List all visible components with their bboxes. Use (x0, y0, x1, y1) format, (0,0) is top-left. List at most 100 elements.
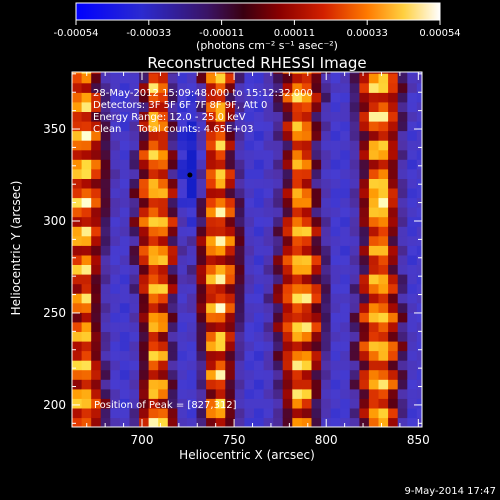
heatmap-cell (244, 264, 255, 275)
heatmap-cell (244, 293, 255, 304)
heatmap-cell (91, 264, 102, 275)
heatmap-cell (273, 226, 284, 237)
heatmap-cell (416, 149, 422, 160)
heatmap-cell (234, 73, 245, 84)
heatmap-cell (340, 111, 351, 122)
heatmap-cell (186, 82, 198, 93)
heatmap-cell (119, 226, 131, 237)
heatmap-cell (388, 417, 399, 427)
heatmap-cell (330, 407, 341, 419)
heatmap-cell (129, 264, 140, 275)
heatmap-cell (72, 369, 83, 380)
heatmap-cell (148, 72, 159, 74)
heatmap-cell (119, 187, 131, 199)
heatmap-cell (292, 417, 303, 427)
heatmap-cell (330, 187, 341, 199)
heatmap-cell (129, 360, 140, 371)
heatmap-cell (273, 398, 284, 409)
heatmap-cell (330, 283, 341, 294)
heatmap-cell (349, 245, 360, 256)
heatmap-cell (225, 331, 236, 342)
heatmap-cell (110, 120, 121, 132)
heatmap-cell (254, 293, 265, 304)
heatmap-cell (139, 302, 150, 313)
heatmap-cell (378, 120, 389, 132)
heatmap-cell (167, 274, 178, 285)
heatmap-cell (167, 111, 178, 122)
heatmap-cell (129, 235, 140, 246)
heatmap-cell (416, 120, 422, 132)
x-axis-label: Heliocentric X (arcsec) (179, 448, 315, 462)
heatmap-cell (321, 331, 332, 342)
heatmap-cell (186, 274, 198, 285)
heatmap-cell (177, 92, 188, 103)
heatmap-cell (177, 379, 188, 390)
heatmap-cell (225, 235, 236, 246)
heatmap-cell (234, 274, 245, 285)
heatmap-cell (100, 331, 111, 342)
heatmap-cell (177, 417, 188, 427)
heatmap-cell (158, 73, 169, 84)
colorbar-tick-label: 0.00011 (274, 28, 315, 39)
heatmap-cell (206, 207, 217, 218)
heatmap-cell (254, 340, 265, 352)
heatmap-cell (388, 350, 399, 361)
x-tick-label: 700 (131, 433, 154, 447)
heatmap-cell (359, 245, 370, 256)
heatmap-cell (186, 73, 198, 84)
heatmap-cell (110, 417, 121, 427)
heatmap-cell (72, 207, 83, 218)
heatmap-cell (359, 216, 370, 227)
heatmap-cell (292, 407, 303, 419)
heatmap-cell (321, 101, 332, 112)
heatmap-cell (292, 73, 303, 84)
heatmap-cell (378, 264, 389, 275)
heatmap-cell (340, 302, 351, 313)
heatmap-cell (91, 72, 102, 74)
heatmap-cell (206, 130, 217, 141)
heatmap-cell (110, 331, 121, 342)
heatmap-cell (177, 360, 188, 371)
heatmap-cell (206, 274, 217, 285)
heatmap-cell (100, 111, 111, 122)
heatmap-cell (225, 130, 236, 141)
heatmap-cell (388, 264, 399, 275)
heatmap-cell (81, 283, 92, 294)
heatmap-cell (340, 140, 351, 151)
heatmap-cell (119, 72, 131, 74)
heatmap-cell (215, 245, 226, 256)
heatmap-cell (206, 216, 217, 227)
heatmap-cell (206, 72, 217, 74)
heatmap-cell (349, 130, 360, 141)
heatmap-cell (148, 369, 159, 380)
heatmap-cell (100, 340, 111, 352)
heatmap-cell (301, 216, 313, 227)
heatmap-cell (330, 120, 341, 132)
heatmap-cell (244, 398, 255, 409)
heatmap-cell (129, 293, 140, 304)
heatmap-cell (186, 398, 198, 409)
heatmap-cell (225, 197, 236, 208)
heatmap-cell (273, 379, 284, 390)
heatmap-cell (177, 130, 188, 141)
heatmap-cell (321, 302, 332, 313)
heatmap-cell (72, 274, 83, 285)
heatmap-cell (167, 360, 178, 371)
heatmap-cell (72, 130, 83, 141)
heatmap-cell (215, 350, 226, 361)
heatmap-cell (215, 82, 226, 93)
heatmap-cell (129, 73, 140, 84)
heatmap-cell (301, 264, 313, 275)
heatmap-cell (100, 92, 111, 103)
heatmap-cell (72, 101, 83, 112)
heatmap-cell (196, 72, 207, 74)
heatmap-cell (148, 264, 159, 275)
heatmap-cell (215, 331, 226, 342)
heatmap-cell (196, 360, 207, 371)
heatmap-cell (349, 379, 360, 390)
heatmap-cell (81, 331, 92, 342)
heatmap-cell (416, 226, 422, 237)
heatmap-cell (167, 197, 178, 208)
heatmap-cell (254, 101, 265, 112)
heatmap-cell (292, 187, 303, 199)
